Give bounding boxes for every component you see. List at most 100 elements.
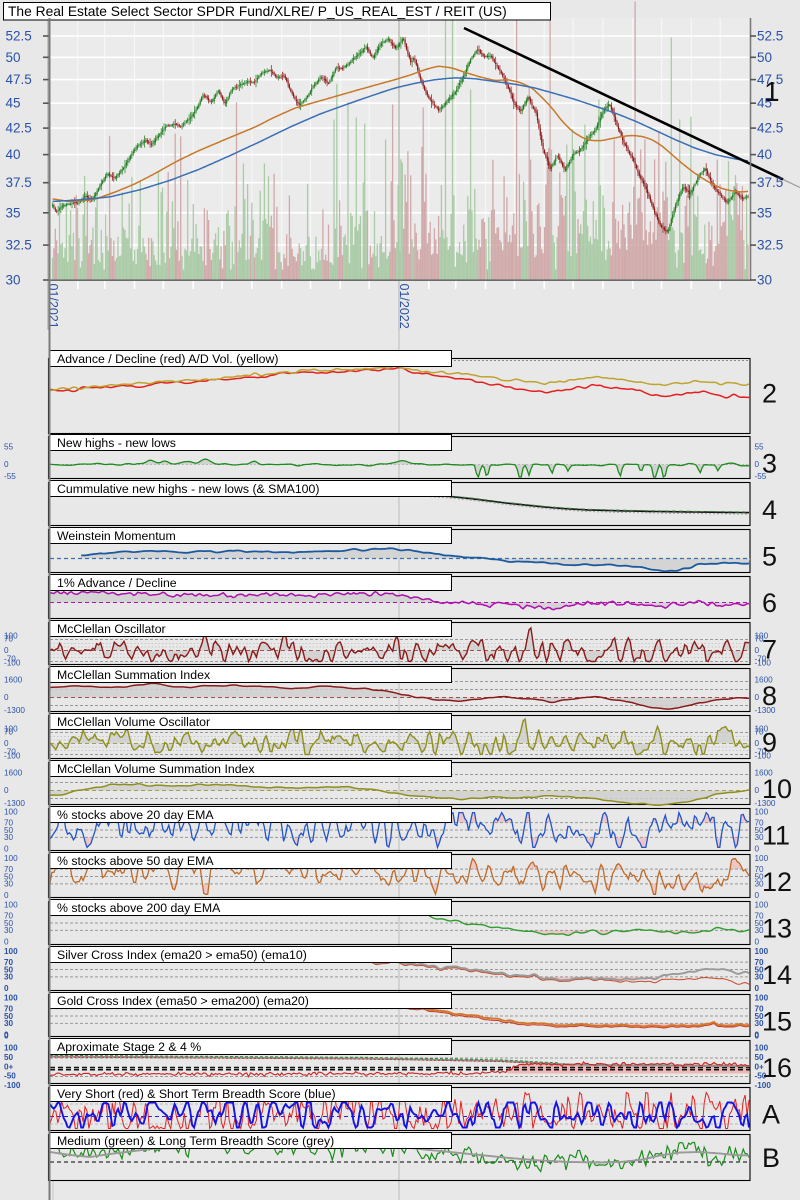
svg-text:Advance / Decline (red) A/D Vo: Advance / Decline (red) A/D Vol. (yellow… bbox=[57, 352, 278, 366]
svg-text:0: 0 bbox=[755, 984, 760, 993]
svg-text:100: 100 bbox=[755, 947, 769, 956]
svg-text:30: 30 bbox=[4, 973, 14, 982]
svg-text:42.5: 42.5 bbox=[6, 121, 32, 136]
svg-text:50: 50 bbox=[6, 50, 21, 65]
svg-text:30: 30 bbox=[755, 926, 765, 935]
svg-text:30: 30 bbox=[755, 833, 765, 842]
svg-text:10: 10 bbox=[762, 774, 792, 804]
svg-text:0: 0 bbox=[755, 844, 760, 853]
svg-text:7: 7 bbox=[762, 635, 777, 665]
svg-text:50: 50 bbox=[4, 826, 14, 835]
svg-text:B: B bbox=[762, 1143, 780, 1173]
svg-text:70: 70 bbox=[755, 958, 765, 967]
svg-text:45: 45 bbox=[6, 96, 21, 111]
svg-text:15: 15 bbox=[762, 1007, 792, 1037]
svg-text:1600: 1600 bbox=[755, 769, 774, 778]
svg-text:0: 0 bbox=[755, 891, 760, 900]
svg-text:0: 0 bbox=[755, 937, 760, 946]
svg-text:70: 70 bbox=[4, 635, 14, 644]
svg-text:1: 1 bbox=[764, 76, 780, 107]
svg-text:50: 50 bbox=[755, 919, 765, 928]
svg-text:% stocks above 50 day EMA: % stocks above 50 day EMA bbox=[57, 854, 214, 868]
svg-text:37.5: 37.5 bbox=[757, 175, 783, 190]
svg-text:0: 0 bbox=[4, 460, 9, 469]
svg-text:0: 0 bbox=[4, 646, 9, 655]
svg-text:70: 70 bbox=[4, 818, 14, 827]
svg-text:-50: -50 bbox=[4, 1072, 16, 1081]
svg-text:-70: -70 bbox=[4, 655, 16, 664]
svg-text:1600: 1600 bbox=[4, 676, 23, 685]
svg-text:100: 100 bbox=[4, 632, 18, 641]
svg-text:70: 70 bbox=[4, 865, 14, 874]
svg-text:0: 0 bbox=[755, 460, 760, 469]
svg-text:01/2021: 01/2021 bbox=[46, 284, 60, 329]
svg-text:70: 70 bbox=[755, 865, 765, 874]
svg-text:9: 9 bbox=[762, 728, 777, 758]
svg-text:100: 100 bbox=[755, 807, 769, 816]
svg-text:70: 70 bbox=[755, 818, 765, 827]
svg-text:Medium (green) & Long Term Bre: Medium (green) & Long Term Breadth Score… bbox=[57, 1134, 334, 1148]
svg-text:50: 50 bbox=[757, 50, 772, 65]
svg-text:70: 70 bbox=[755, 911, 765, 920]
svg-text:100: 100 bbox=[4, 725, 18, 734]
svg-text:100: 100 bbox=[755, 725, 769, 734]
svg-text:100: 100 bbox=[4, 854, 18, 863]
svg-text:Silver Cross Index (ema20 > em: Silver Cross Index (ema20 > ema50) (ema1… bbox=[57, 948, 307, 962]
svg-text:30: 30 bbox=[6, 273, 21, 288]
svg-text:70: 70 bbox=[4, 958, 14, 967]
svg-text:-1300: -1300 bbox=[4, 799, 25, 808]
svg-text:70: 70 bbox=[755, 728, 765, 737]
svg-text:55: 55 bbox=[4, 443, 14, 452]
svg-text:-100: -100 bbox=[755, 1081, 772, 1090]
svg-text:100: 100 bbox=[4, 947, 18, 956]
svg-text:New highs - new lows: New highs - new lows bbox=[57, 436, 176, 450]
svg-text:McClellan Summation Index: McClellan Summation Index bbox=[57, 668, 211, 682]
svg-text:McClellan Volume Summation Ind: McClellan Volume Summation Index bbox=[57, 762, 255, 776]
svg-text:1600: 1600 bbox=[755, 676, 774, 685]
svg-text:30: 30 bbox=[4, 833, 14, 842]
svg-text:0: 0 bbox=[755, 646, 760, 655]
svg-text:3: 3 bbox=[762, 449, 777, 479]
svg-text:50: 50 bbox=[4, 919, 14, 928]
svg-text:-55: -55 bbox=[4, 472, 16, 481]
svg-text:50: 50 bbox=[755, 826, 765, 835]
svg-text:2: 2 bbox=[762, 379, 777, 409]
svg-text:McClellan Oscillator: McClellan Oscillator bbox=[57, 622, 166, 636]
svg-text:50: 50 bbox=[755, 872, 765, 881]
svg-text:30: 30 bbox=[757, 273, 772, 288]
svg-text:-100: -100 bbox=[4, 752, 21, 761]
svg-text:Very Short (red) & Short Term: Very Short (red) & Short Term Breadth Sc… bbox=[57, 1087, 336, 1101]
svg-text:47.5: 47.5 bbox=[757, 72, 783, 87]
svg-text:0: 0 bbox=[755, 1032, 760, 1041]
svg-text:30: 30 bbox=[755, 880, 765, 889]
svg-text:30: 30 bbox=[4, 1019, 14, 1028]
svg-text:-70: -70 bbox=[755, 748, 767, 757]
svg-text:0: 0 bbox=[4, 844, 9, 853]
svg-text:-1300: -1300 bbox=[4, 706, 25, 715]
svg-text:100: 100 bbox=[4, 1044, 18, 1053]
svg-text:35: 35 bbox=[6, 205, 21, 220]
svg-text:100: 100 bbox=[755, 900, 769, 909]
svg-text:52.5: 52.5 bbox=[757, 29, 783, 44]
svg-text:A: A bbox=[762, 1100, 780, 1130]
svg-text:50: 50 bbox=[755, 1012, 765, 1021]
svg-text:0+: 0+ bbox=[755, 1062, 765, 1071]
svg-text:100: 100 bbox=[755, 993, 769, 1002]
svg-text:100: 100 bbox=[4, 807, 18, 816]
svg-text:0: 0 bbox=[4, 937, 9, 946]
svg-text:-70: -70 bbox=[755, 655, 767, 664]
svg-text:37.5: 37.5 bbox=[6, 175, 32, 190]
svg-text:0: 0 bbox=[755, 693, 760, 702]
svg-text:0: 0 bbox=[755, 1030, 760, 1039]
svg-text:100: 100 bbox=[755, 1044, 769, 1053]
svg-text:The Real Estate Select Sector: The Real Estate Select Sector SPDR Fund/… bbox=[8, 4, 507, 19]
svg-text:-100: -100 bbox=[4, 1081, 21, 1090]
svg-text:01/2022: 01/2022 bbox=[397, 284, 411, 329]
svg-text:50: 50 bbox=[755, 1053, 765, 1062]
svg-text:-100: -100 bbox=[4, 659, 21, 668]
svg-text:32.5: 32.5 bbox=[757, 238, 783, 253]
svg-text:0+: 0+ bbox=[4, 1062, 14, 1071]
svg-text:14: 14 bbox=[762, 960, 792, 990]
svg-text:100: 100 bbox=[755, 854, 769, 863]
svg-text:Weinstein Momentum: Weinstein Momentum bbox=[57, 529, 176, 543]
